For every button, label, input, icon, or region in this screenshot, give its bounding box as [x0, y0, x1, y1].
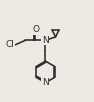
Text: Cl: Cl	[6, 40, 15, 49]
Text: N: N	[42, 78, 49, 87]
Text: O: O	[32, 25, 39, 34]
Text: N: N	[42, 36, 49, 45]
